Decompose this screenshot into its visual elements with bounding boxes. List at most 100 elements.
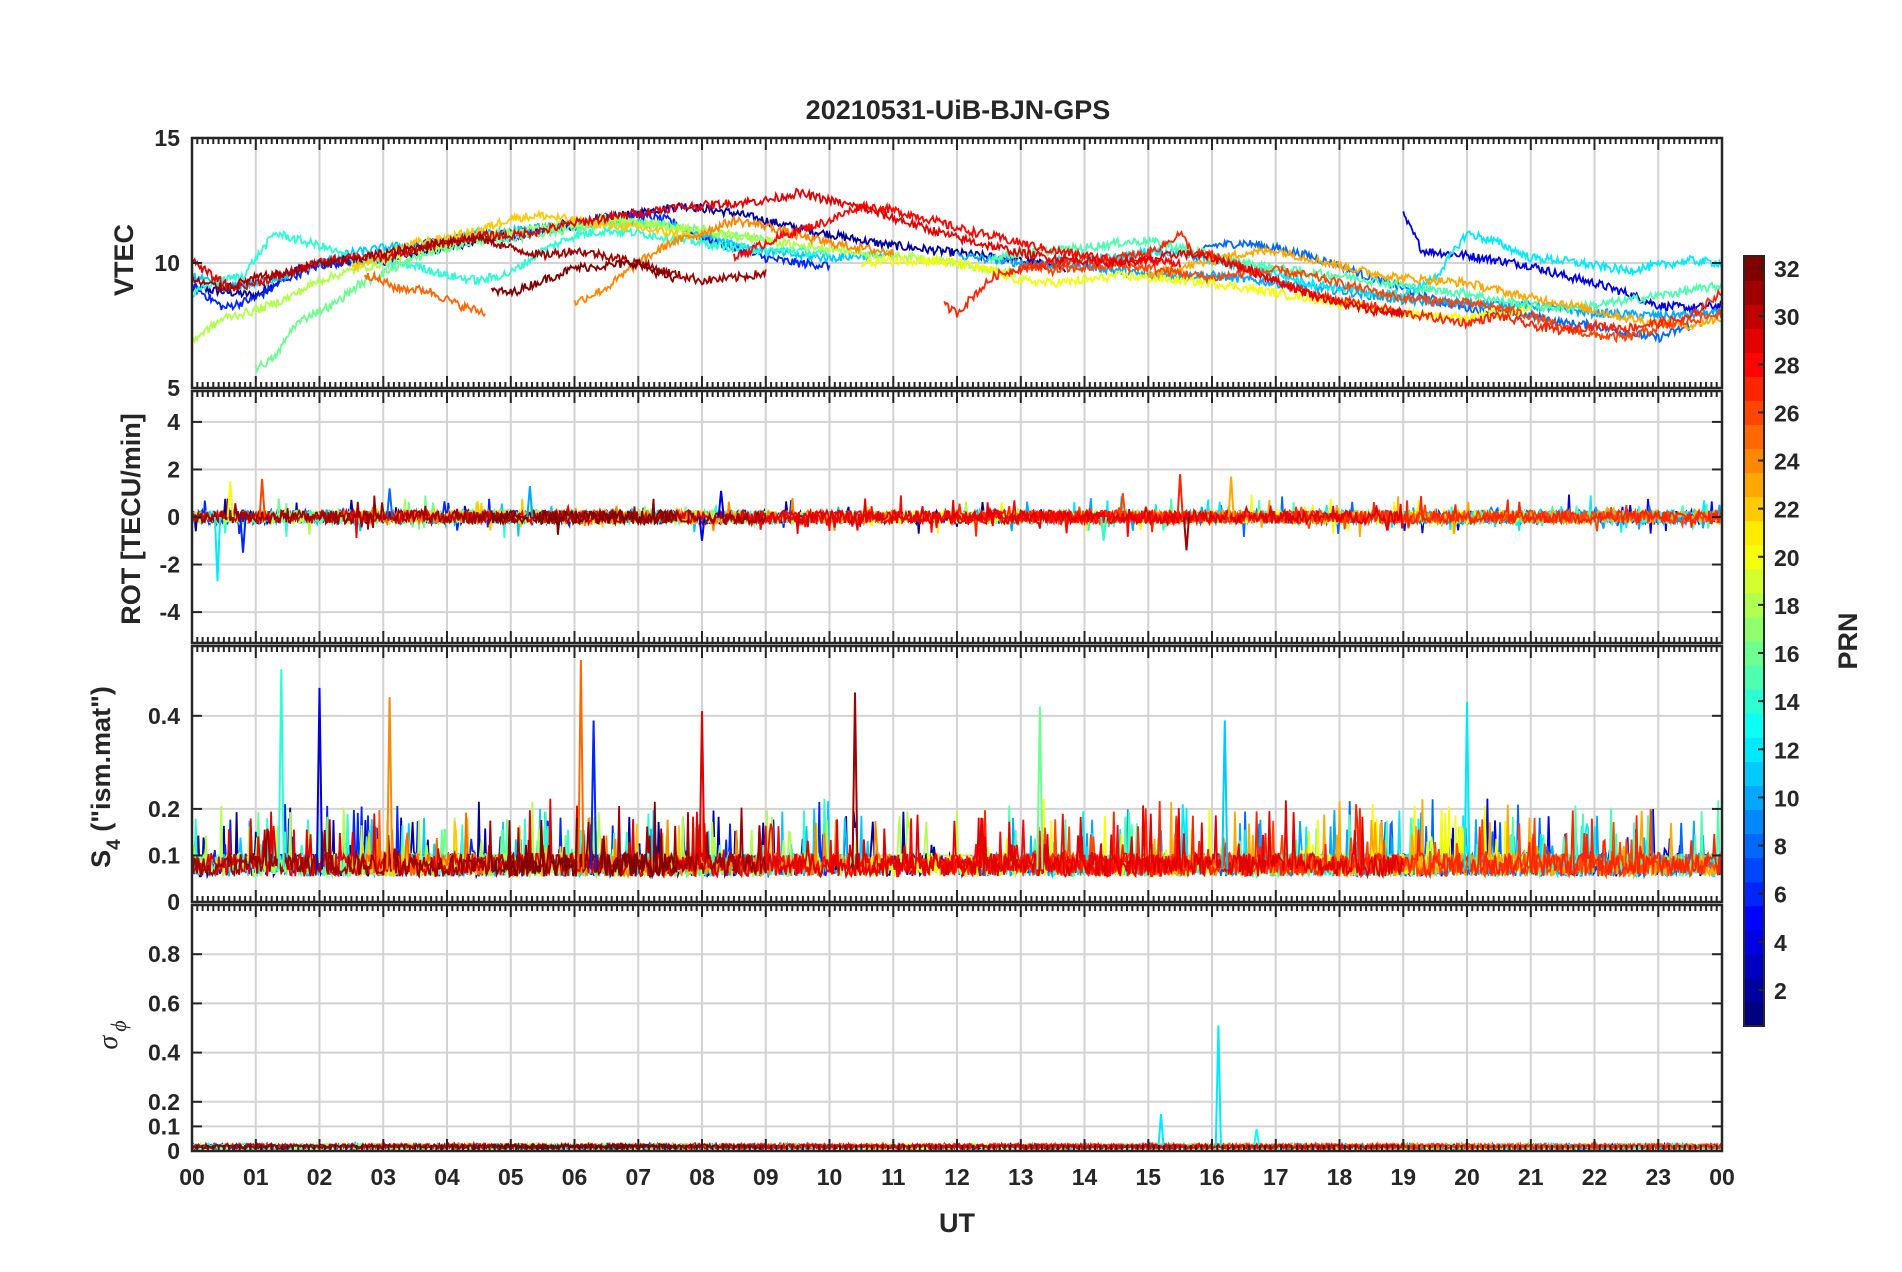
s4-series-prn-32 [490, 801, 678, 880]
colorbar-band [1744, 448, 1764, 474]
s4-series-prn-31 [192, 805, 767, 879]
colorbar-band [1744, 881, 1764, 907]
colorbar-tick-label: 10 [1774, 785, 1800, 811]
sigma-spike [1157, 1114, 1165, 1147]
colorbar-band [1744, 809, 1764, 835]
rot-y-tick-labels: -4 -2 0 2 4 [160, 409, 181, 625]
rot-y-tick-label: 4 [167, 409, 180, 435]
sigma-grid [192, 905, 1722, 1151]
sigma-y-tick-label: 0.4 [148, 1040, 180, 1066]
rot-ticks [191, 391, 1723, 643]
colorbar-tick-label: 24 [1774, 449, 1800, 475]
rot-y-tick-label: -4 [160, 599, 181, 625]
rot-lines [192, 474, 1722, 582]
sigma-y-tick-label: 0 [167, 1138, 180, 1164]
colorbar-tick-label: 18 [1774, 593, 1800, 619]
colorbar-band [1744, 472, 1764, 498]
rot-spike [1100, 516, 1108, 541]
colorbar-band [1744, 857, 1764, 883]
s4-y-tick-label: 0.1 [148, 842, 180, 868]
x-tick-label: 06 [562, 1164, 588, 1190]
x-tick-labels: 00 01 02 03 04 05 06 07 08 09 10 11 12 13 14 15 16 17 18 19… [179, 1164, 1735, 1190]
colorbar-bands [1744, 256, 1764, 1027]
colorbar-band [1744, 761, 1764, 786]
sigma-label-main: σ [93, 1035, 124, 1050]
colorbar-band [1744, 665, 1764, 690]
x-tick-label: 22 [1582, 1164, 1608, 1190]
rot-spike [239, 516, 247, 553]
x-tick-label: 20 [1454, 1164, 1480, 1190]
x-tick-label: 12 [944, 1164, 970, 1190]
colorbar-tick-label: 30 [1774, 304, 1800, 330]
x-tick-label: 18 [1327, 1164, 1353, 1190]
colorbar-tick-label: 8 [1774, 834, 1787, 860]
rot-y-tick-label: 2 [167, 456, 180, 482]
rot-spike [1227, 476, 1235, 518]
s4-x-ticks [191, 646, 1723, 902]
sigma-spike [1214, 1025, 1222, 1147]
vtec-ticks [191, 137, 1723, 389]
colorbar-band [1744, 568, 1764, 594]
vtec-y-axis-label: VTEC [109, 224, 139, 296]
colorbar-band [1744, 256, 1764, 281]
colorbar-band [1744, 905, 1764, 931]
colorbar-band [1744, 833, 1764, 859]
colorbar-band [1744, 689, 1764, 714]
colorbar-tick-label: 14 [1774, 689, 1800, 715]
colorbar-tick-label: 22 [1774, 497, 1800, 523]
s4-spike [590, 720, 598, 870]
x-tick-label: 21 [1518, 1164, 1544, 1190]
vtec-series-prn-23 [1147, 244, 1722, 331]
colorbar-tick-label: 16 [1774, 641, 1800, 667]
colorbar-tick-label: 28 [1774, 352, 1800, 378]
rot-spike [526, 486, 534, 518]
rot-x-ticks [191, 391, 1723, 643]
vtec-y-tick-label: 5 [167, 375, 180, 401]
x-tick-label: 04 [434, 1164, 460, 1190]
s4-y-axis-label: S4 ("ism.mat") [86, 686, 125, 868]
x-tick-label: 00 [1709, 1164, 1735, 1190]
sigma-spike [1253, 1128, 1261, 1147]
x-tick-label: 07 [625, 1164, 651, 1190]
colorbar-band [1744, 977, 1764, 1003]
colorbar-band [1744, 785, 1764, 811]
colorbar-tick-label: 20 [1774, 545, 1800, 571]
colorbar-band [1744, 713, 1764, 738]
colorbar-tick-label: 32 [1774, 256, 1800, 282]
colorbar-band [1744, 592, 1764, 618]
rot-spike [1119, 493, 1127, 518]
colorbar-tick-label: 6 [1774, 882, 1787, 908]
s4-spike [386, 697, 394, 870]
colorbar-tick-label: 2 [1774, 978, 1787, 1004]
s4-spike [1221, 720, 1229, 870]
colorbar-band [1744, 304, 1764, 329]
colorbar-band [1744, 424, 1764, 450]
vtec-series-prn-18 [192, 212, 1022, 345]
x-tick-label: 19 [1390, 1164, 1416, 1190]
rot-spike [213, 516, 222, 582]
colorbar-band [1744, 616, 1764, 642]
rot-spike [717, 490, 725, 518]
s4-spike [1036, 706, 1044, 870]
x-tick-label: 23 [1645, 1164, 1671, 1190]
vtec-series-prn-14 [192, 225, 830, 298]
vtec-series-prn-29 [192, 187, 1405, 320]
x-tick-label: 17 [1263, 1164, 1289, 1190]
s4-ticks [191, 646, 1723, 903]
vtec-x-ticks [191, 138, 1723, 388]
s4-y-tick-label: 0.2 [148, 796, 180, 822]
vtec-y-tick-labels: 5 10 15 [154, 125, 180, 401]
rot-y-tick-label: -2 [160, 552, 180, 578]
colorbar-band [1744, 953, 1764, 979]
sigma-ticks [191, 905, 1723, 1152]
sigma-y-tick-label: 0.6 [148, 990, 180, 1016]
colorbar-band [1744, 496, 1764, 522]
x-tick-label: 01 [243, 1164, 269, 1190]
x-tick-label: 13 [1008, 1164, 1034, 1190]
vtec-series-prn-4 [1402, 211, 1722, 316]
rot-spike [1182, 516, 1190, 551]
x-tick-label: 16 [1199, 1164, 1225, 1190]
sigma-y-tick-label: 0.8 [148, 941, 180, 967]
